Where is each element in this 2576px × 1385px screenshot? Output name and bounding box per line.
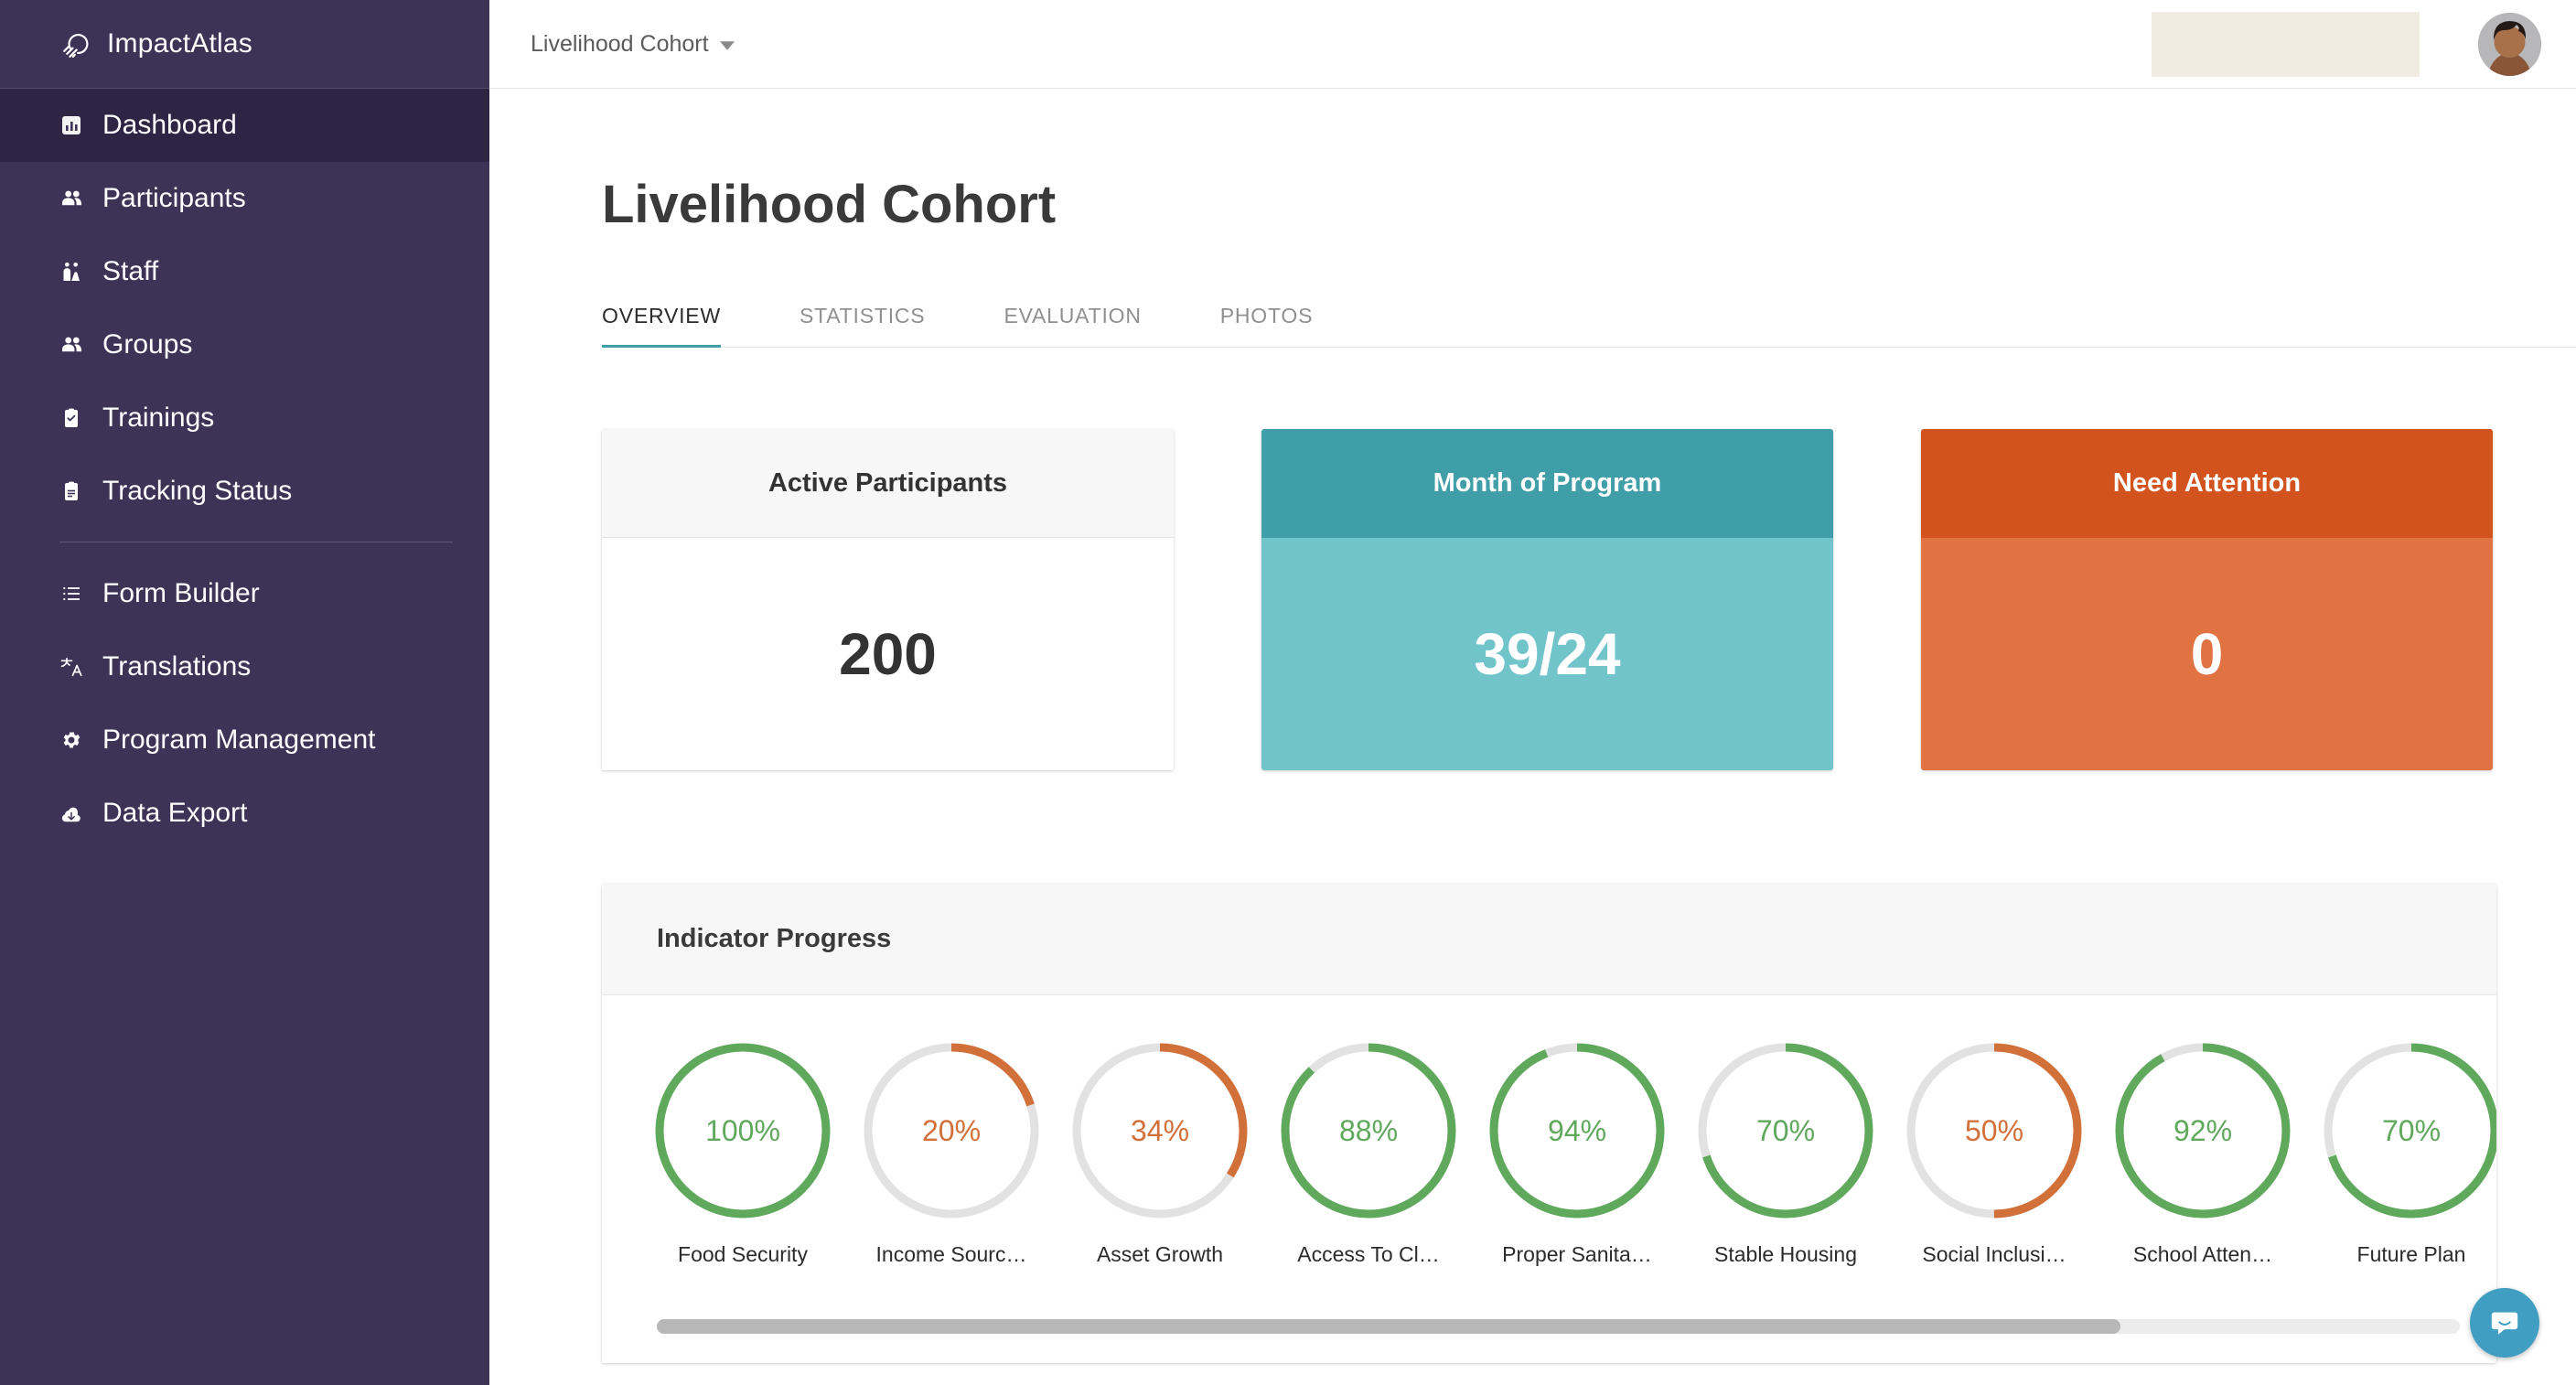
svg-text:20%: 20% <box>922 1114 981 1147</box>
svg-text:92%: 92% <box>2174 1114 2232 1147</box>
svg-text:88%: 88% <box>1339 1114 1398 1147</box>
svg-text:94%: 94% <box>1548 1114 1606 1147</box>
svg-text:100%: 100% <box>705 1114 780 1147</box>
svg-text:50%: 50% <box>1965 1114 2023 1147</box>
svg-text:34%: 34% <box>1131 1114 1189 1147</box>
svg-text:70%: 70% <box>1756 1114 1815 1147</box>
svg-text:70%: 70% <box>2382 1114 2441 1147</box>
